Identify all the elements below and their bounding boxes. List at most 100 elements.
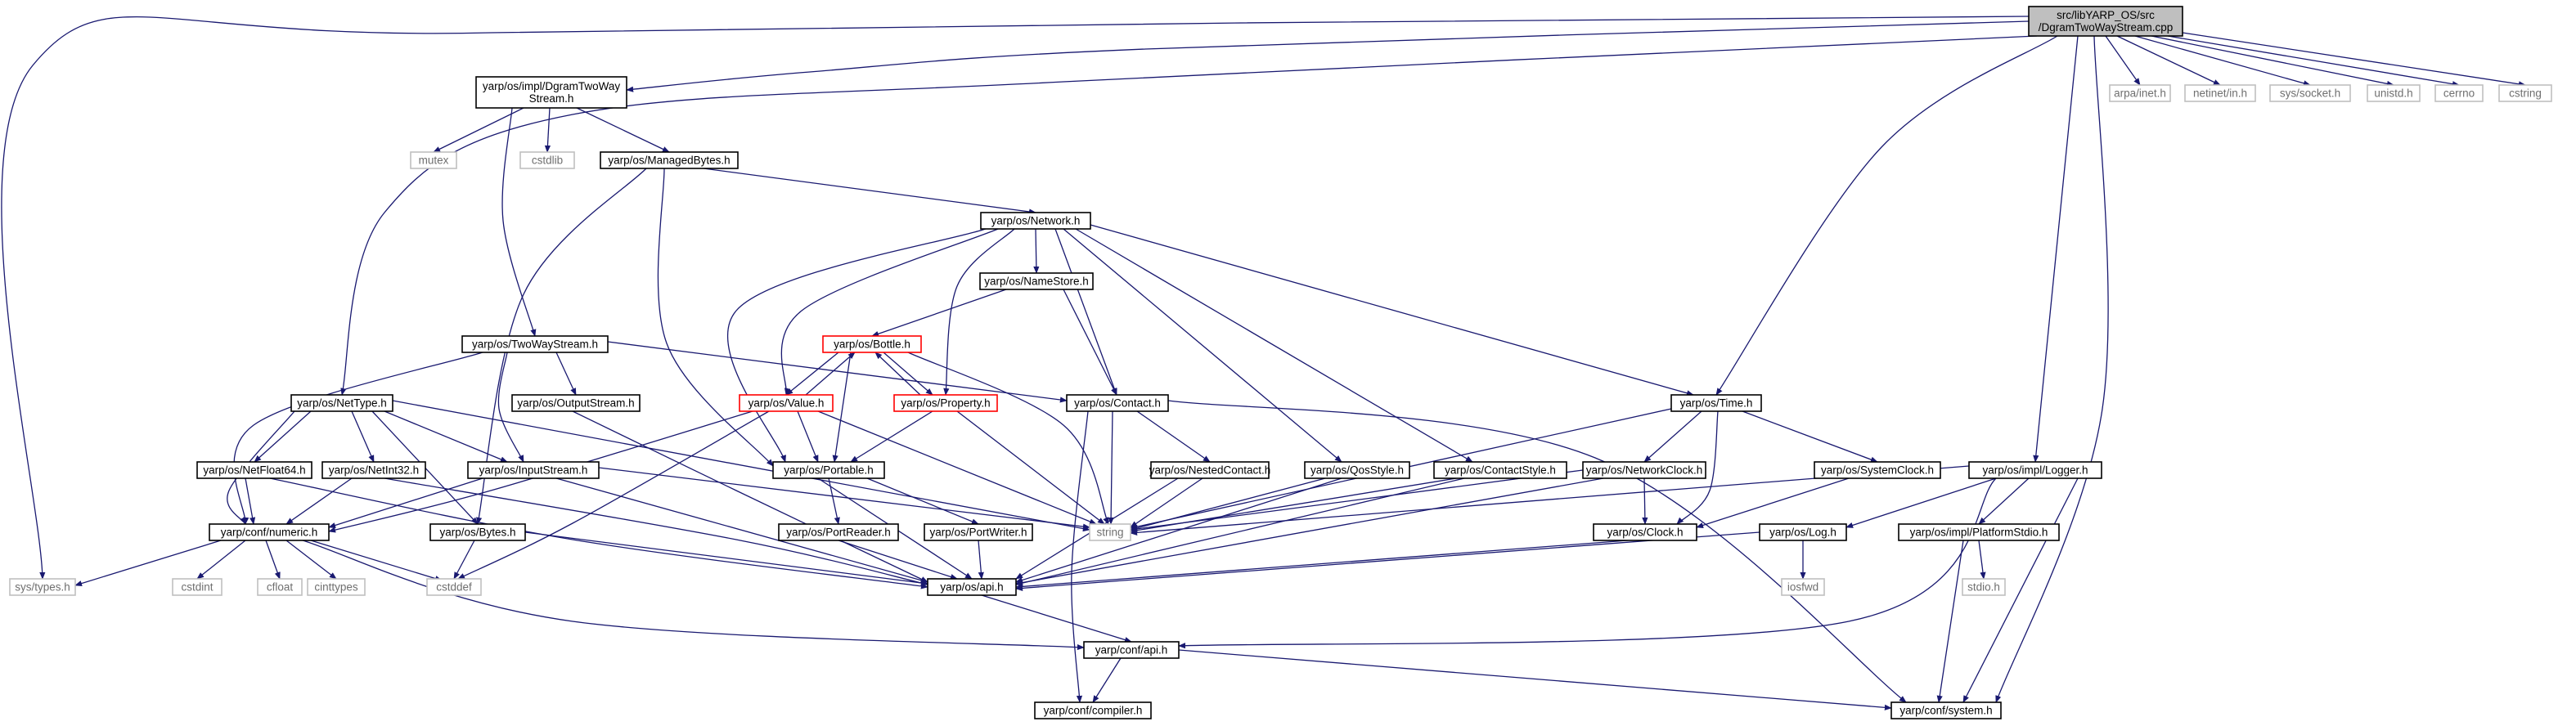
node-log-label: yarp/os/Log.h: [1769, 527, 1836, 539]
edge-contact-to-system: [1168, 401, 1906, 702]
edge-ni32-to-numeric: [286, 478, 352, 524]
edge-network-to-contactstyle: [1076, 229, 1472, 462]
node-sysclock[interactable]: yarp/os/SystemClock.h: [1814, 462, 1940, 478]
edge-netclock-to-string: [1131, 470, 1583, 530]
node-system-label: yarp/conf/system.h: [1899, 705, 1992, 717]
node-logger[interactable]: yarp/os/impl/Logger.h: [1969, 462, 2102, 478]
node-compiler[interactable]: yarp/conf/compiler.h: [1035, 702, 1151, 719]
node-cstring: cstring: [2499, 85, 2551, 101]
node-instream-label: yarp/os/InputStream.h: [479, 464, 588, 477]
node-network-label: yarp/os/Network.h: [991, 215, 1081, 227]
edge-clock-to-osapi: [1016, 540, 1628, 587]
edge-portreader-to-osapi: [838, 540, 957, 579]
edge-logger-to-platstdio: [1979, 478, 2029, 524]
node-value[interactable]: yarp/os/Value.h: [740, 395, 833, 411]
node-twoway-label: yarp/os/TwoWayStream.h: [472, 338, 598, 351]
edge-root-to-arpa: [2106, 36, 2140, 85]
node-confapi[interactable]: yarp/conf/api.h: [1084, 642, 1179, 658]
edge-root-to-unistd: [2151, 36, 2394, 85]
node-ni32[interactable]: yarp/os/NetInt32.h: [322, 462, 425, 478]
node-cstddef-label: cstddef: [436, 581, 472, 594]
node-value-label: yarp/os/Value.h: [749, 397, 825, 410]
node-contactstyle[interactable]: yarp/os/ContactStyle.h: [1434, 462, 1567, 478]
node-nf64-label: yarp/os/NetFloat64.h: [203, 464, 305, 477]
node-portreader[interactable]: yarp/os/PortReader.h: [779, 524, 898, 540]
node-root-label: src/libYARP_OS/src: [2057, 9, 2155, 21]
edge-dgramh-to-twoway: [502, 108, 535, 336]
node-bytes[interactable]: yarp/os/Bytes.h: [430, 524, 525, 540]
node-contact-label: yarp/os/Contact.h: [1074, 397, 1161, 410]
edge-numeric-to-cstdint: [197, 540, 245, 579]
node-netclock[interactable]: yarp/os/NetworkClock.h: [1583, 462, 1706, 478]
node-platstdio[interactable]: yarp/os/impl/PlatformStdio.h: [1899, 524, 2059, 540]
node-cfloat: cfloat: [258, 579, 302, 595]
edge-property-to-bottle: [875, 352, 920, 395]
node-outstream[interactable]: yarp/os/OutputStream.h: [512, 395, 640, 411]
node-property[interactable]: yarp/os/Property.h: [894, 395, 997, 411]
edge-time-to-sysclock: [1742, 411, 1877, 462]
edge-confapi-to-system: [1179, 650, 1891, 708]
node-string: string: [1090, 524, 1131, 540]
edge-confapi-to-compiler: [1093, 658, 1121, 702]
node-platstdio-label: yarp/os/impl/PlatformStdio.h: [1910, 527, 2048, 539]
edge-numeric-to-cfloat: [266, 540, 280, 579]
node-arpa-label: arpa/inet.h: [2114, 87, 2166, 100]
node-bottle-label: yarp/os/Bottle.h: [834, 338, 910, 351]
node-unistd-label: unistd.h: [2374, 87, 2412, 100]
node-twoway[interactable]: yarp/os/TwoWayStream.h: [462, 336, 608, 352]
node-numeric[interactable]: yarp/conf/numeric.h: [209, 524, 329, 540]
node-managed[interactable]: yarp/os/ManagedBytes.h: [600, 152, 738, 168]
dependency-edges: [2, 16, 2525, 708]
node-system[interactable]: yarp/conf/system.h: [1891, 702, 2001, 719]
edge-root-to-system: [1996, 36, 2108, 702]
node-cstdlib-label: cstdlib: [532, 155, 563, 167]
node-bytes-label: yarp/os/Bytes.h: [439, 527, 515, 539]
edge-root-to-systypes: [2, 16, 2029, 579]
node-contact[interactable]: yarp/os/Contact.h: [1067, 395, 1168, 411]
node-time[interactable]: yarp/os/Time.h: [1671, 395, 1761, 411]
node-portwriter[interactable]: yarp/os/PortWriter.h: [924, 524, 1032, 540]
node-qos[interactable]: yarp/os/QosStyle.h: [1305, 462, 1409, 478]
edge-instream-to-numeric: [329, 478, 483, 527]
node-mutex-label: mutex: [419, 155, 449, 167]
node-arpa: arpa/inet.h: [2110, 85, 2170, 101]
node-log[interactable]: yarp/os/Log.h: [1760, 524, 1846, 540]
node-instream[interactable]: yarp/os/InputStream.h: [468, 462, 599, 478]
node-cstdint-label: cstdint: [181, 581, 213, 594]
edge-root-to-logger: [2035, 36, 2078, 462]
edge-network-to-contact: [1055, 229, 1117, 395]
node-osapi[interactable]: yarp/os/api.h: [928, 579, 1016, 595]
node-contactstyle-label: yarp/os/ContactStyle.h: [1445, 464, 1556, 477]
node-sysclock-label: yarp/os/SystemClock.h: [1821, 464, 1934, 477]
node-property-label: yarp/os/Property.h: [901, 397, 990, 410]
dependency-nodes: src/libYARP_OS/src/DgramTwoWayStream.cpp…: [10, 7, 2551, 719]
node-systypes: sys/types.h: [10, 579, 75, 595]
node-qos-label: yarp/os/QosStyle.h: [1310, 464, 1404, 477]
edge-contact-to-string: [1111, 411, 1113, 524]
node-osapi-label: yarp/os/api.h: [940, 581, 1003, 594]
node-nf64[interactable]: yarp/os/NetFloat64.h: [197, 462, 312, 478]
node-nested[interactable]: yarp/os/NestedContact.h: [1149, 462, 1271, 478]
node-ni32-label: yarp/os/NetInt32.h: [329, 464, 419, 477]
node-bottle[interactable]: yarp/os/Bottle.h: [823, 336, 921, 352]
edge-nf64-to-numeric: [245, 478, 254, 524]
edge-twoway-to-numeric: [234, 352, 483, 524]
node-cstddef: cstddef: [427, 579, 481, 595]
node-nettype[interactable]: yarp/os/NetType.h: [291, 395, 393, 411]
node-iosfwd: iosfwd: [1782, 579, 1824, 595]
node-portable[interactable]: yarp/os/Portable.h: [773, 462, 884, 478]
node-portwriter-label: yarp/os/PortWriter.h: [929, 527, 1027, 539]
node-network[interactable]: yarp/os/Network.h: [981, 213, 1090, 229]
node-namestore[interactable]: yarp/os/NameStore.h: [980, 273, 1093, 289]
edge-property-to-string: [957, 411, 1104, 524]
node-clock[interactable]: yarp/os/Clock.h: [1594, 524, 1697, 540]
node-dgramh-label: yarp/os/impl/DgramTwoWay: [483, 80, 621, 92]
node-portable-label: yarp/os/Portable.h: [784, 464, 874, 477]
node-nettype-label: yarp/os/NetType.h: [297, 397, 387, 410]
node-stdio-label: stdio.h: [1967, 581, 2000, 594]
edge-dgramh-to-managed: [577, 108, 669, 152]
node-socket: sys/socket.h: [2270, 85, 2350, 101]
node-root[interactable]: src/libYARP_OS/src/DgramTwoWayStream.cpp: [2029, 7, 2183, 36]
node-outstream-label: yarp/os/OutputStream.h: [517, 397, 634, 410]
node-dgramh[interactable]: yarp/os/impl/DgramTwoWayStream.h: [476, 77, 627, 108]
